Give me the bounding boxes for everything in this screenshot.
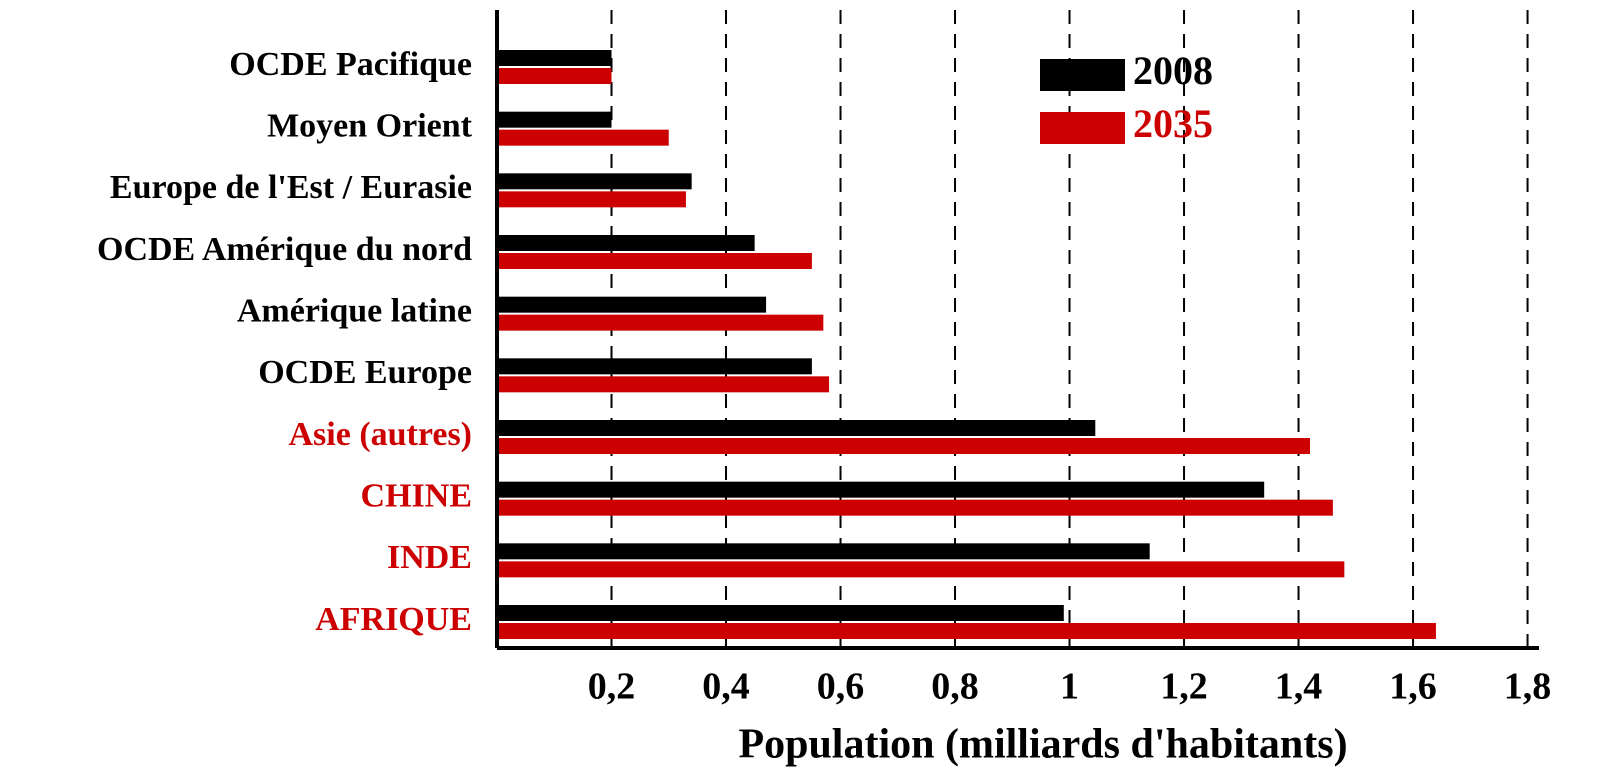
y-tick-label: OCDE Amérique du nord	[97, 231, 472, 268]
y-tick-label: OCDE Pacifique	[229, 46, 472, 83]
bar	[497, 358, 812, 375]
bar	[497, 111, 612, 128]
bar	[497, 173, 692, 190]
x-axis-label: Population (milliards d'habitants)	[738, 722, 1347, 768]
x-tick-label: 0,4	[702, 666, 750, 708]
x-tick-label: 1	[1060, 666, 1079, 708]
y-tick-label: Europe de l'Est / Eurasie	[110, 169, 472, 206]
y-tick-label: OCDE Europe	[258, 354, 472, 391]
legend-label: 2035	[1133, 101, 1213, 146]
bar	[497, 296, 767, 313]
x-tick-label: 0,2	[588, 666, 636, 708]
bar	[497, 314, 824, 331]
legend-label: 2008	[1133, 48, 1213, 93]
bar	[497, 481, 1265, 498]
bar	[497, 129, 669, 146]
x-tick-label: 1,2	[1160, 666, 1208, 708]
bar	[497, 438, 1310, 454]
bar	[497, 499, 1333, 516]
y-tick-label: AFRIQUE	[315, 601, 472, 638]
bar	[497, 420, 1096, 436]
bar	[497, 561, 1345, 578]
x-tick-label: 0,8	[931, 666, 979, 708]
x-tick-label: 1,6	[1389, 666, 1437, 708]
y-tick-label: CHINE	[361, 477, 472, 514]
legend-swatch	[1040, 112, 1125, 144]
bar	[497, 605, 1064, 621]
legend-swatch	[1040, 59, 1125, 91]
bar	[497, 68, 612, 84]
y-tick-label: INDE	[387, 539, 472, 576]
bar	[497, 376, 830, 393]
bar	[497, 235, 755, 251]
x-tick-label: 1,4	[1275, 666, 1323, 708]
bar	[497, 543, 1150, 560]
y-tick-label: Asie (autres)	[289, 416, 473, 453]
x-tick-label: 0,6	[817, 666, 865, 708]
x-tick-label: 1,8	[1504, 666, 1552, 708]
bar	[497, 253, 812, 269]
bar	[497, 191, 686, 208]
y-tick-label: Moyen Orient	[267, 107, 473, 144]
y-tick-label: Amérique latine	[237, 292, 472, 329]
bar	[497, 50, 612, 66]
bar	[497, 623, 1436, 639]
